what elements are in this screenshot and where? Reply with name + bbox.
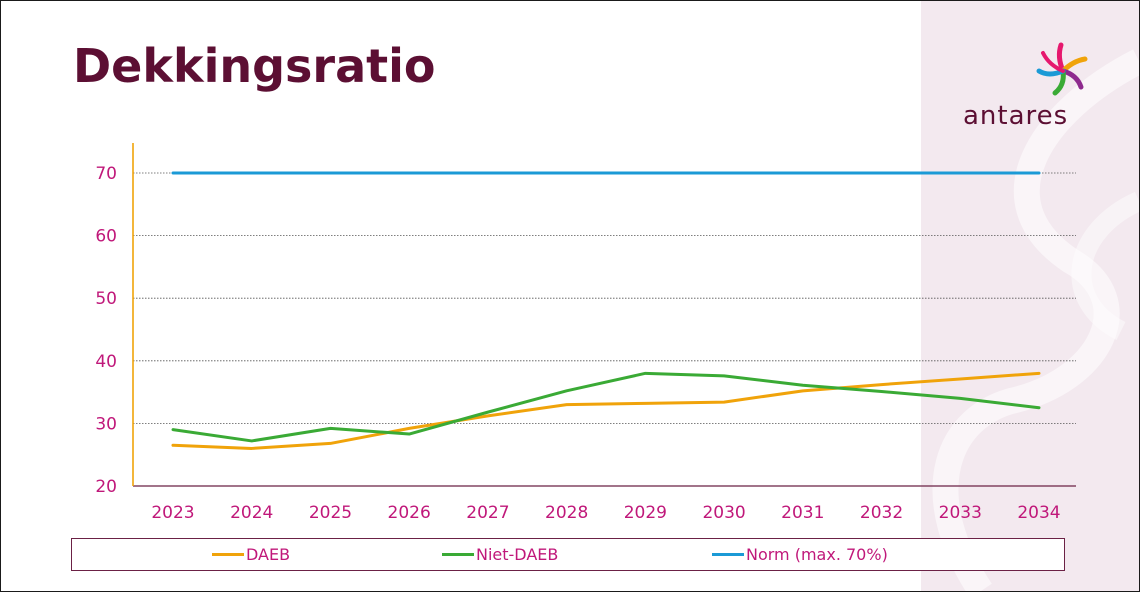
legend-label-norm: Norm (max. 70%) [746,545,888,564]
x-tick-label-2034: 2034 [1017,503,1060,523]
y-tick-label-60: 60 [95,227,117,247]
y-tick-label-20: 20 [95,477,117,497]
legend-swatch-niet-daeb [442,553,474,556]
page-title: Dekkingsratio [73,39,436,93]
x-tick-label-2025: 2025 [309,503,352,523]
x-tick-label-2030: 2030 [702,503,745,523]
legend-swatch-norm [712,553,744,556]
x-tick-label-2026: 2026 [388,503,431,523]
y-tick-label-40: 40 [95,352,117,372]
legend-item-niet-daeb: Niet-DAEB [442,545,558,564]
x-tick-label-2027: 2027 [466,503,509,523]
y-tick-label-50: 50 [95,289,117,309]
legend-label-daeb: DAEB [246,545,291,564]
series-line-daeb [171,371,1041,450]
decorative-background-panel [921,1,1139,591]
series-line-niet-daeb [171,371,1041,443]
logo-text: antares [963,101,1069,131]
legend-swatch-daeb [212,553,244,556]
x-tick-label-2033: 2033 [939,503,982,523]
legend-item-norm: Norm (max. 70%) [712,545,888,564]
decorative-swirl [932,49,1139,591]
y-tick-label-70: 70 [95,164,117,184]
antares-logo: antares [963,31,1103,131]
x-tick-label-2023: 2023 [151,503,194,523]
y-tick-label-30: 30 [95,414,117,434]
x-tick-label-2028: 2028 [545,503,588,523]
x-tick-label-2029: 2029 [624,503,667,523]
x-tick-label-2031: 2031 [781,503,824,523]
x-tick-label-2032: 2032 [860,503,903,523]
legend-item-daeb: DAEB [212,545,290,564]
x-tick-label-2024: 2024 [230,503,273,523]
legend-label-niet-daeb: Niet-DAEB [476,545,559,564]
chart-legend: DAEB Niet-DAEB Norm (max. 70%) [71,538,1065,571]
flower-logo-icon [1036,42,1088,96]
